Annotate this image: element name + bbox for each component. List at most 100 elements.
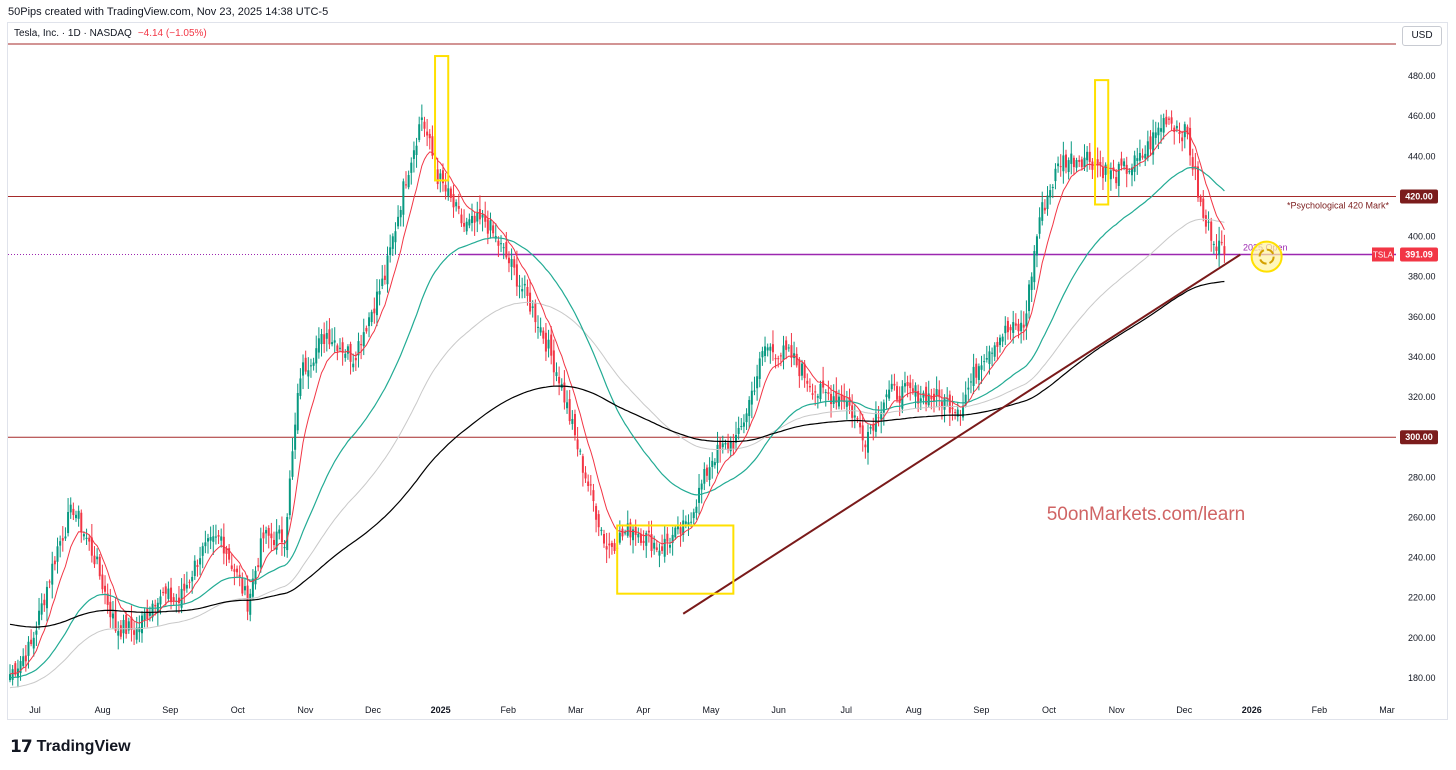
price-chart[interactable]: 180.00 200.00 220.00 240.00 260.00 280.00 300.… [0, 0, 1456, 730]
y-tick-label: 380.00 [1408, 272, 1436, 282]
x-tick-label: Oct [1042, 705, 1057, 715]
candle-body [655, 547, 658, 550]
candle [61, 526, 64, 552]
candle-body [811, 393, 814, 395]
candle [531, 300, 534, 318]
candle-body [874, 412, 877, 432]
candle [220, 528, 223, 548]
candle-body [439, 173, 442, 180]
symbol-legend[interactable]: Tesla, Inc. · 1D · NASDAQ −4.14 (−1.05%) [14, 28, 207, 39]
candle-body [449, 188, 452, 198]
candle-body [457, 205, 460, 209]
candle [1086, 145, 1089, 172]
candle-body [1009, 327, 1012, 331]
candle [1038, 207, 1041, 239]
candle [801, 359, 803, 381]
candle [309, 358, 312, 378]
candle [1223, 234, 1226, 263]
candle-body [1096, 159, 1099, 166]
candle [600, 527, 603, 536]
candle [246, 575, 249, 621]
candle [1191, 148, 1194, 176]
candle [1162, 113, 1165, 140]
candle [1120, 151, 1123, 171]
candle-body [452, 193, 455, 208]
candle-body [1099, 161, 1102, 166]
candle-body [819, 383, 822, 400]
candle-body [666, 533, 669, 542]
candle [1183, 121, 1186, 149]
candle-body [19, 661, 22, 674]
y-tick-label: 340.00 [1408, 352, 1436, 362]
candle [167, 581, 170, 603]
candle [669, 537, 671, 554]
candle [24, 644, 27, 672]
candle-body [72, 508, 75, 516]
candle-body [90, 537, 93, 556]
candle-body [315, 348, 318, 364]
candle [933, 388, 935, 413]
y-tick-label: 200.00 [1408, 633, 1436, 643]
candle-body [956, 409, 959, 417]
psychological-420-annotation: *Psychological 420 Mark* [1287, 200, 1390, 210]
candle [1170, 110, 1173, 131]
candle-body [872, 423, 875, 431]
candle-body [471, 215, 473, 224]
candle-body [119, 625, 122, 637]
candle-body [1123, 161, 1126, 167]
candle [96, 548, 99, 565]
candle-body [1157, 127, 1160, 136]
tradingview-logo[interactable]: 17 TradingView [10, 736, 131, 758]
candle-body [1014, 323, 1017, 326]
candle-body [249, 593, 252, 615]
candle [793, 341, 796, 366]
candle [1152, 119, 1155, 165]
candle [98, 554, 101, 580]
candle-body [1138, 152, 1141, 161]
candle [151, 600, 154, 622]
candle-body [745, 413, 748, 423]
candle-body [209, 536, 212, 541]
candle-body [67, 511, 70, 534]
candle [238, 565, 241, 587]
candle-body [1083, 157, 1086, 168]
candle-body [85, 537, 88, 539]
candle-body [375, 291, 378, 316]
candle-body [1204, 215, 1207, 227]
currency-button[interactable]: USD [1402, 26, 1442, 46]
candle-body [1199, 196, 1202, 203]
candle [769, 343, 772, 364]
candle [288, 470, 291, 520]
candle [38, 597, 41, 630]
candle [856, 416, 859, 423]
candle-body [288, 478, 291, 516]
candle [595, 503, 598, 533]
candle [1199, 194, 1202, 207]
candle-body [478, 209, 481, 220]
candle [552, 339, 555, 387]
candle [700, 479, 703, 504]
candle-body [753, 390, 756, 392]
candle-body [845, 401, 848, 407]
candle [109, 588, 112, 628]
candle-body [346, 346, 349, 354]
attribution-text: 50Pips created with TradingView.com, Nov… [8, 6, 329, 18]
candle-body [843, 396, 846, 403]
candle-body [309, 365, 312, 367]
candle-body [1022, 324, 1025, 328]
highlight-circle [1250, 240, 1283, 273]
candle [468, 213, 471, 229]
candle-body [1212, 243, 1215, 245]
candle-body [1033, 251, 1036, 283]
candle-body [193, 560, 196, 577]
candle [542, 327, 545, 344]
candle-body [333, 340, 336, 343]
candle-body [917, 390, 920, 404]
candle-body [716, 444, 719, 464]
candle-body [840, 394, 843, 401]
candle-body [402, 181, 405, 215]
candle [515, 250, 518, 296]
x-tick-label: Apr [636, 705, 650, 715]
candle-body [880, 412, 883, 420]
candle [1030, 272, 1033, 303]
